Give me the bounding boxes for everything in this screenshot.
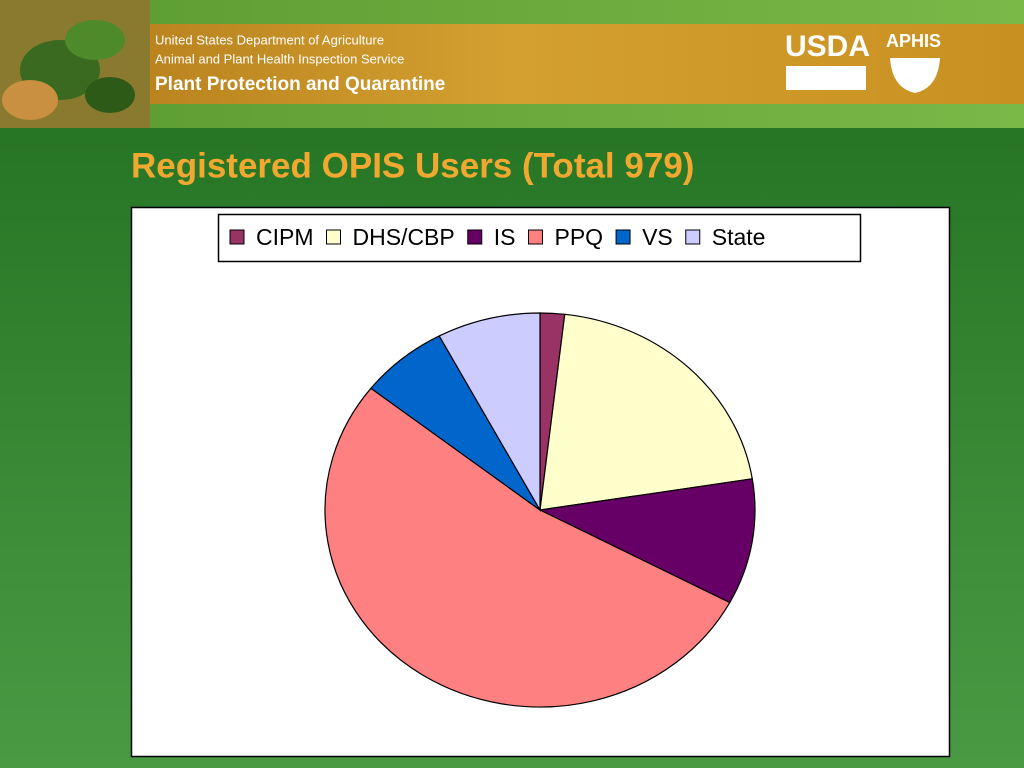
logo-usda: USDA: [785, 30, 870, 63]
pie-slice: [537, 478, 756, 604]
legend-label: State: [712, 224, 766, 250]
plant-image: [0, 0, 150, 128]
logo-aphis: APHIS: [886, 31, 941, 51]
header-strip: [0, 24, 1024, 104]
department: United States Department of Agriculture: [155, 32, 384, 47]
logo-usda-mark: [786, 66, 866, 90]
legend-swatch: [229, 229, 245, 245]
legend-label: IS: [494, 224, 516, 250]
legend-swatch: [467, 229, 483, 245]
program: Plant Protection and Quarantine: [155, 74, 445, 95]
legend-label: DHS/CBP: [353, 224, 455, 250]
logo-aphis-mark: [890, 58, 940, 93]
legend-label: CIPM: [256, 224, 314, 250]
pie-slice: [539, 313, 753, 511]
legend-swatch: [615, 229, 631, 245]
pie-slice: [324, 387, 731, 708]
chart-title: Registered OPIS Users (Total 979): [131, 146, 694, 185]
service: Animal and Plant Health Inspection Servi…: [155, 51, 404, 66]
pie-slice: [438, 312, 541, 513]
legend-swatch: [326, 229, 341, 245]
legend-swatch: [527, 229, 543, 245]
legend-label: VS: [642, 224, 673, 250]
legend-swatch: [685, 229, 701, 245]
plot: CIPM DHS/CBP IS PPQ VS State: [229, 224, 766, 708]
legend-label: PPQ: [554, 224, 603, 250]
